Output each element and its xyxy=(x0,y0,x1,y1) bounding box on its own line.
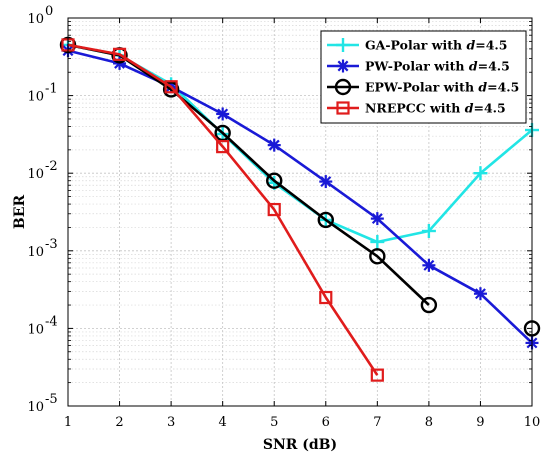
grid xyxy=(67,17,533,407)
y-tick-exponent: -2 xyxy=(45,159,58,174)
legend-label: NREPCC with d=4.5 xyxy=(365,101,506,116)
data-point xyxy=(216,107,230,121)
data-point xyxy=(369,248,386,265)
data-point xyxy=(214,124,231,142)
x-tick-label: 6 xyxy=(322,415,330,430)
series-1 xyxy=(61,44,539,350)
legend-label-prefix: EPW-Polar with xyxy=(365,80,478,95)
legend-marker xyxy=(336,38,350,52)
x-axis-title: SNR (dB) xyxy=(263,437,337,453)
y-tick-exponent: -5 xyxy=(45,392,58,407)
legend-label: PW-Polar with d=4.5 xyxy=(365,59,510,74)
data-point xyxy=(266,172,283,189)
legend-label: GA-Polar with d=4.5 xyxy=(365,38,507,53)
marker-stroke xyxy=(320,176,332,188)
data-point xyxy=(162,81,180,98)
x-tick-label: 9 xyxy=(476,415,484,430)
legend-marker xyxy=(336,59,350,73)
y-tick-exponent: 0 xyxy=(45,4,53,19)
marker-stroke xyxy=(217,108,229,120)
legend-label-suffix: =4.5 xyxy=(478,59,510,74)
legend-label-variable: d xyxy=(469,59,478,74)
legend-label-suffix: =4.5 xyxy=(473,101,505,116)
data-point xyxy=(267,202,281,217)
data-point xyxy=(267,138,281,152)
data-point xyxy=(112,47,127,61)
legend-label-prefix: GA-Polar with xyxy=(365,38,466,53)
data-point xyxy=(319,175,333,189)
legend-label: EPW-Polar with d=4.5 xyxy=(365,80,519,95)
legend-marker xyxy=(334,78,352,96)
y-tick-label: 10 xyxy=(27,322,44,337)
plot-series xyxy=(59,36,541,382)
data-point xyxy=(216,140,230,154)
y-tick-label: 10 xyxy=(27,245,44,260)
marker-stroke xyxy=(337,60,349,72)
legend: GA-Polar with d=4.5PW-Polar with d=4.5EP… xyxy=(320,30,527,124)
series-line xyxy=(67,43,379,376)
data-point xyxy=(421,223,436,238)
x-tick-label: 8 xyxy=(425,415,433,430)
legend-label-variable: d xyxy=(466,38,475,53)
legend-label-suffix: =4.5 xyxy=(487,80,519,95)
y-tick-label: 10 xyxy=(27,12,44,27)
legend-label-suffix: =4.5 xyxy=(475,38,507,53)
data-point xyxy=(370,368,384,382)
data-point xyxy=(370,212,384,226)
data-point xyxy=(164,80,178,94)
y-tick-exponent: -1 xyxy=(45,82,58,97)
plot-frame xyxy=(67,17,533,407)
marker-stroke xyxy=(371,213,383,225)
data-point xyxy=(370,234,385,249)
x-tick-label: 1 xyxy=(64,415,72,430)
y-tick-label: 10 xyxy=(27,90,44,105)
legend-label-prefix: NREPCC with xyxy=(365,101,465,116)
y-tick-label: 10 xyxy=(27,167,44,182)
x-tick-label: 10 xyxy=(524,415,541,430)
legend-label-prefix: PW-Polar with xyxy=(365,59,469,74)
data-point xyxy=(317,211,334,229)
data-point xyxy=(420,296,438,314)
marker-stroke xyxy=(474,288,486,300)
y-axis-title: BER xyxy=(12,195,28,230)
data-point xyxy=(473,166,488,181)
series-line xyxy=(67,49,533,344)
x-tick-label: 3 xyxy=(167,415,175,430)
legend-entry: EPW-Polar with d=4.5 xyxy=(327,78,519,96)
y-tick-exponent: -4 xyxy=(45,314,58,329)
legend-entry: PW-Polar with d=4.5 xyxy=(327,59,510,74)
x-tick-label: 5 xyxy=(270,415,278,430)
legend-label-variable: d xyxy=(478,80,487,95)
data-point xyxy=(319,290,333,305)
legend-entry: NREPCC with d=4.5 xyxy=(327,101,506,116)
data-point xyxy=(473,287,487,301)
y-tick-label: 10 xyxy=(27,400,44,415)
marker-stroke xyxy=(423,259,435,271)
y-tick-exponent: -3 xyxy=(45,237,58,252)
marker-stroke xyxy=(268,139,280,151)
legend-marker xyxy=(336,101,350,115)
legend-entry: GA-Polar with d=4.5 xyxy=(327,38,507,53)
data-point xyxy=(422,258,436,272)
x-tick-label: 2 xyxy=(115,415,123,430)
x-tick-label: 7 xyxy=(373,415,381,430)
legend-label-variable: d xyxy=(465,101,474,116)
x-tick-label: 4 xyxy=(219,415,227,430)
